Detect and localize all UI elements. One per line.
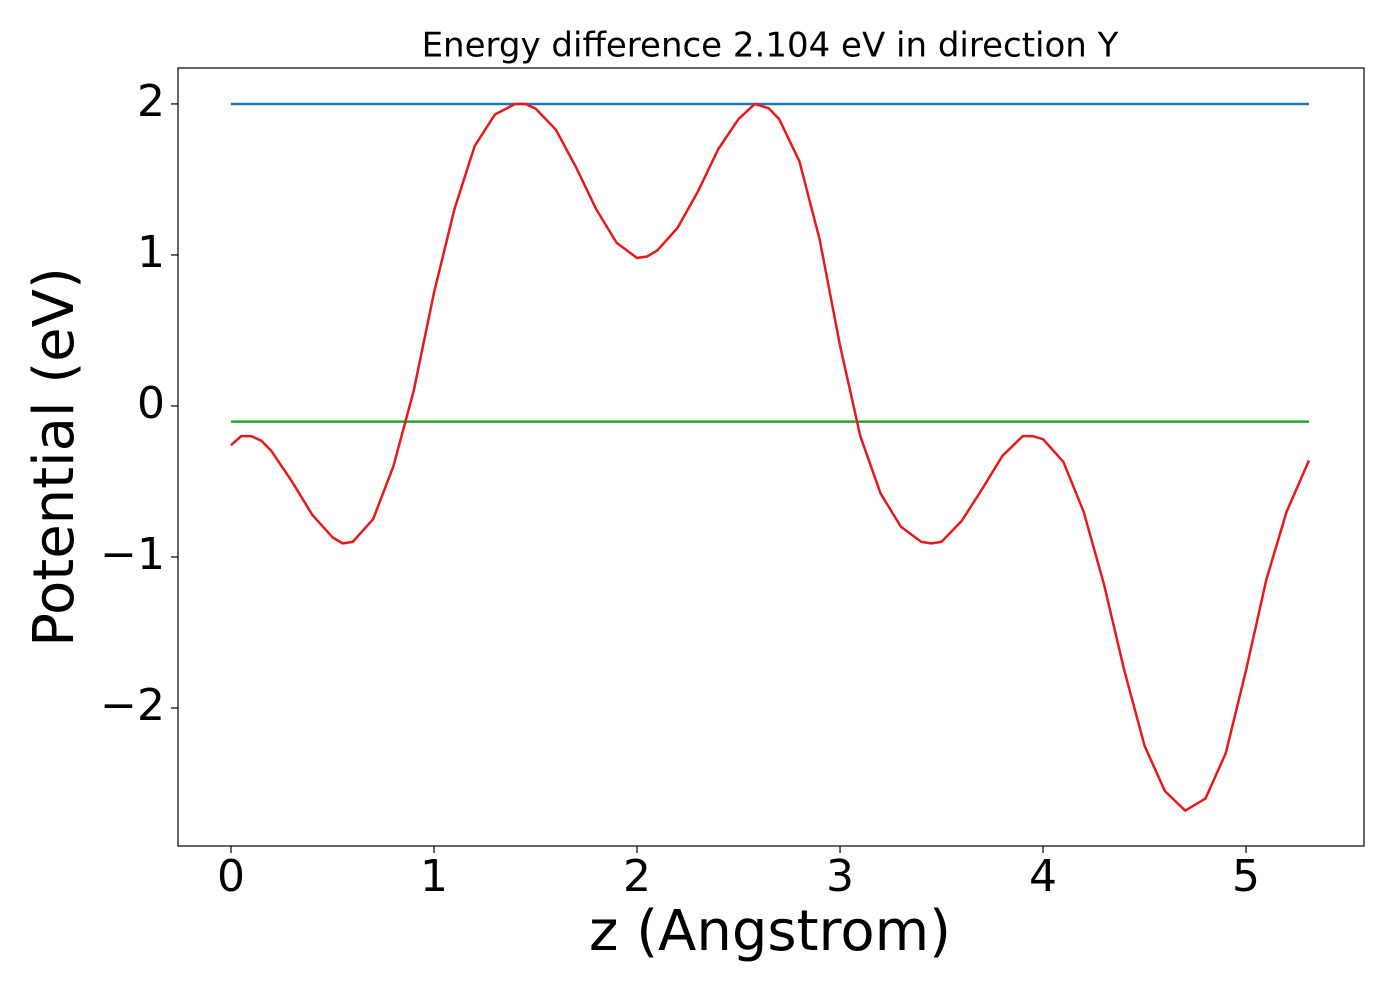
y-tick-label: 2	[137, 76, 165, 127]
x-axis-label: z (Angstrom)	[589, 899, 951, 964]
x-tick-label: 0	[217, 851, 245, 902]
y-tick-label: −2	[100, 680, 165, 731]
x-tick-label: 1	[420, 851, 448, 902]
x-tick-label: 4	[1029, 851, 1057, 902]
y-tick-label: 1	[137, 227, 165, 278]
x-tick-label: 2	[623, 851, 651, 902]
chart-title: Energy difference 2.104 eV in direction …	[422, 26, 1119, 66]
y-tick-label: −1	[100, 529, 165, 580]
y-tick-label: 0	[137, 378, 165, 429]
y-axis-label: Potential (eV)	[22, 267, 87, 647]
x-tick-label: 3	[826, 851, 854, 902]
plot-frame	[177, 67, 1365, 847]
line-series	[230, 102, 1311, 812]
x-tick-label: 5	[1232, 851, 1260, 902]
